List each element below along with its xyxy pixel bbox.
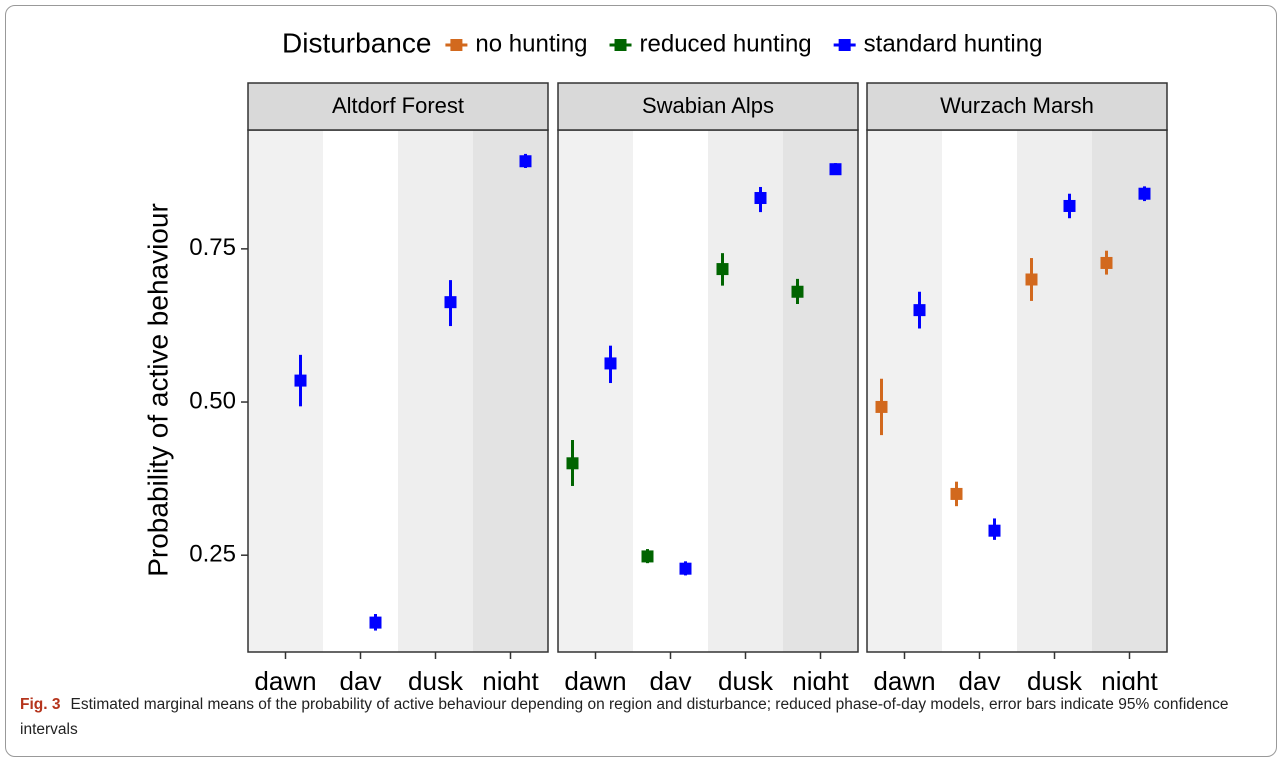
strip [247,82,549,131]
caption-label: Fig. 3 [20,696,61,713]
legend-key [838,39,851,51]
point [1138,187,1151,200]
point [875,400,888,413]
phase-band [248,130,323,652]
phase-band [942,130,1017,652]
caption: Fig. 3 Estimated marginal means of the pr… [20,692,1270,742]
point [604,357,617,370]
x-tick-label: day [340,666,382,690]
legend-title: Disturbance [282,27,431,58]
x-tick-label: day [959,666,1001,690]
phase-band [708,130,783,652]
caption-text: Estimated marginal means of the probabil… [20,696,1229,738]
legend-key [614,39,627,51]
point [1063,199,1076,212]
strip-label: Swabian Alps [642,93,774,118]
x-tick-label: night [482,666,539,690]
legend-label: standard hunting [864,30,1043,57]
strip-label: Altdorf Forest [332,93,464,118]
point [566,457,579,470]
y-tick-label: 0.50 [189,387,236,414]
point [369,616,382,629]
point [988,524,1001,537]
strip [866,82,1168,131]
point [754,192,767,205]
point [913,304,926,317]
strip-label: Wurzach Marsh [940,93,1094,118]
frame [5,5,1277,757]
y-axis-label: Probability of active behaviour [142,203,173,577]
chart: Probability of active behaviour Disturba… [142,27,1168,690]
point [950,487,963,500]
phase-band [633,130,708,652]
phase-band [558,130,633,652]
x-tick-label: dusk [408,666,464,690]
point [716,263,729,276]
point [1025,273,1038,286]
point [1100,256,1113,269]
point [519,155,532,168]
point [444,296,457,309]
phase-band [323,130,398,652]
x-tick-label: night [792,666,849,690]
x-tick-label: dawn [564,666,626,690]
point [829,163,842,176]
legend-label: reduced hunting [640,30,812,57]
x-tick-label: day [650,666,692,690]
phase-band [1092,130,1167,652]
phase-band [867,130,942,652]
x-tick-label: dusk [1027,666,1083,690]
legend-label: no hunting [475,30,587,57]
y-tick-label: 0.75 [189,234,236,261]
x-tick-label: dawn [873,666,935,690]
phase-band [1017,130,1092,652]
legend-key [450,39,463,51]
point [294,374,307,387]
point [641,550,654,563]
phase-band [783,130,858,652]
x-tick-label: dusk [718,666,774,690]
x-tick-label: night [1101,666,1158,690]
point [679,562,692,575]
strip [557,82,859,131]
phase-band [473,130,548,652]
x-tick-label: dawn [254,666,316,690]
point [791,285,804,298]
y-tick-label: 0.25 [189,541,236,568]
phase-band [398,130,473,652]
